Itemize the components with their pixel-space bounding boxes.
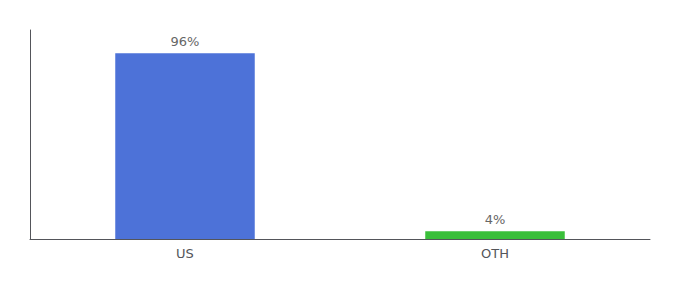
svg-text:OTH: OTH — [481, 246, 509, 261]
svg-text:4%: 4% — [485, 212, 506, 227]
svg-text:96%: 96% — [171, 34, 200, 49]
svg-text:US: US — [176, 246, 194, 261]
